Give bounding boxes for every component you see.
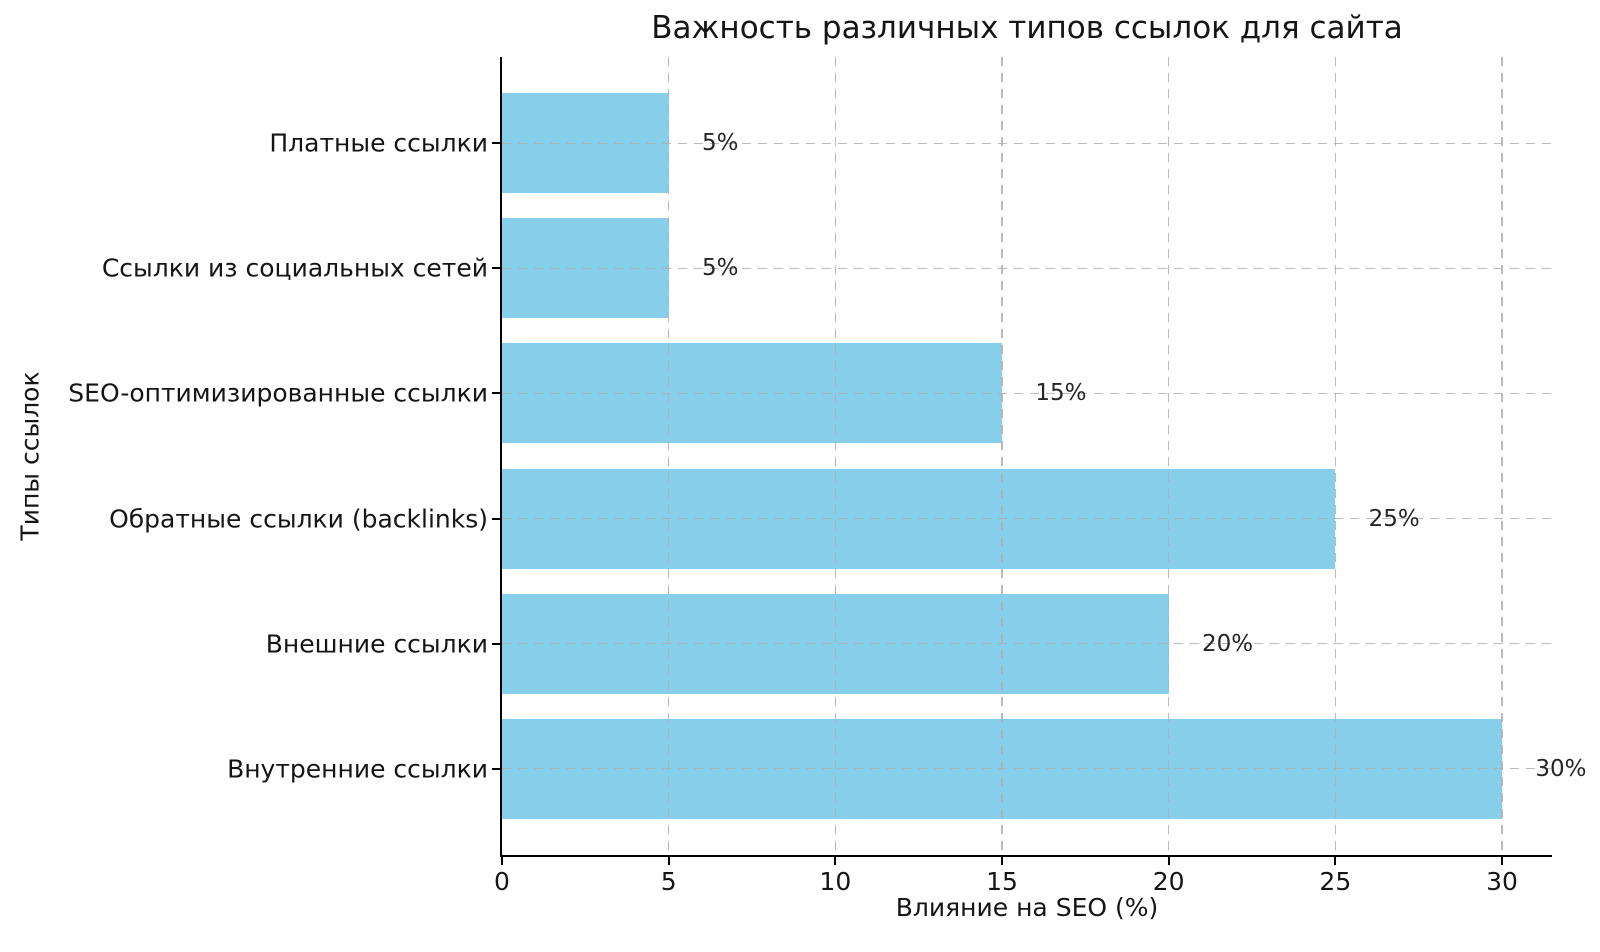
gridline-v: [1167, 57, 1170, 855]
gridline-h: [502, 767, 1552, 770]
x-tick-mark: [1167, 856, 1170, 865]
x-tick-mark: [1334, 856, 1337, 865]
category-label: Внутренние ссылки: [227, 754, 488, 784]
y-axis-label: Типы ссылок: [15, 371, 45, 541]
gridline-h: [502, 642, 1552, 645]
grid-layer: [502, 57, 1552, 855]
y-tick-mark: [492, 517, 501, 520]
x-tick-label: 15: [986, 867, 1018, 896]
axis-layer: Платные ссылки 5% Ссылки из социальных сет…: [68, 57, 1586, 896]
category-label: Внешние ссылки: [265, 629, 488, 659]
bar-value-label: 5%: [702, 130, 739, 157]
x-tick-label: 25: [1319, 867, 1352, 896]
x-tick-mark: [834, 856, 837, 865]
bar-value-label: 15%: [1035, 380, 1087, 407]
gridline-h: [502, 392, 1552, 395]
x-tick-label: 20: [1152, 867, 1185, 896]
gridline-h: [502, 517, 1552, 520]
x-tick-label: 5: [660, 867, 677, 896]
y-tick-mark: [492, 392, 501, 395]
x-tick-mark: [501, 856, 503, 865]
x-axis-label: Влияние на SEO (%): [895, 893, 1159, 922]
y-tick-mark: [492, 642, 501, 645]
x-tick-label: 10: [819, 867, 852, 896]
x-tick-label: 0: [494, 867, 510, 896]
category-label: Ссылки из социальных сетей: [101, 253, 488, 283]
gridline-h: [502, 142, 1552, 145]
y-axis-spine: [499, 57, 502, 857]
y-tick-mark: [492, 267, 501, 270]
x-tick-mark: [1501, 856, 1503, 865]
x-tick-mark: [1001, 856, 1003, 865]
category-label: Обратные ссылки (backlinks): [109, 504, 488, 534]
bar-value-label: 5%: [702, 255, 739, 282]
gridline-v: [667, 57, 670, 855]
category-label: Платные ссылки: [269, 128, 488, 158]
category-label: SEO-оптимизированные ссылки: [68, 378, 488, 408]
gridline-v: [1501, 57, 1503, 855]
gridline-v: [1334, 57, 1337, 855]
y-tick-mark: [492, 767, 501, 770]
y-tick-mark: [492, 142, 501, 145]
bar-value-label: 25%: [1368, 505, 1420, 532]
gridline-v: [1001, 57, 1003, 855]
x-tick-mark: [667, 856, 670, 865]
gridline-v: [834, 57, 837, 855]
chart-title: Важность различных типов ссылок для сайт…: [651, 10, 1403, 46]
x-axis-spine: [499, 854, 1552, 857]
x-tick-label: 30: [1486, 867, 1518, 896]
gridline-h: [502, 267, 1552, 270]
plot-area: Платные ссылки 5% Ссылки из социальных сет…: [68, 57, 1586, 896]
bar-value-label: 20%: [1202, 630, 1254, 657]
bar-value-label: 30%: [1535, 755, 1587, 782]
